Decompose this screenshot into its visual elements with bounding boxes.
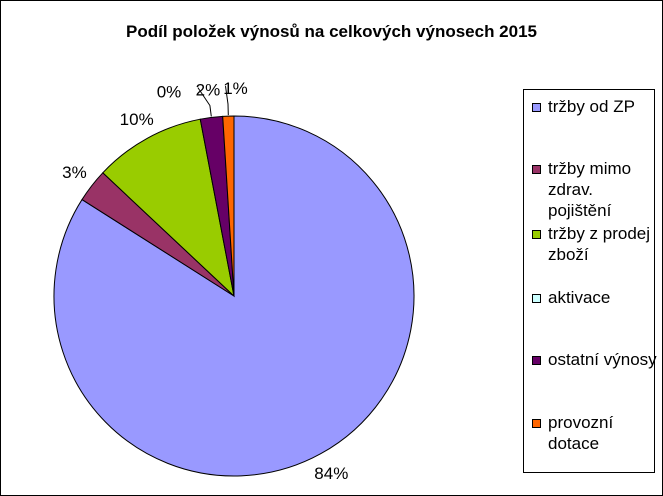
slice-label-trzby-mimo-zdrav-pojisteni: 3% [62,163,87,182]
slice-label-aktivace: 0% [157,83,182,102]
legend-label-ostatni-vynosy: ostatní výnosy [548,350,657,369]
legend-label-trzby-od-zp: tržby od ZP [548,97,635,116]
legend-label-trzby-z-prodej: tržby z prodej zboží [548,224,651,264]
leader-lines [197,86,229,117]
leader-line-ostatni-vynosy [197,87,212,117]
legend-swatch-ostatni-vynosy [532,356,541,365]
pie-slices [53,115,415,477]
legend-label-provozni-dotace: provozní dotace [548,413,614,453]
legend-swatch-trzby-mimo-zdrav [532,165,541,174]
pie-slice-provozni-dotace [222,115,235,297]
legend-swatch-provozni-dotace [532,419,541,428]
legend: tržby od ZP tržby mimo zdrav. pojištění … [523,89,657,473]
legend-label-trzby-mimo-zdrav: tržby mimo zdrav. pojištění [548,159,632,220]
slice-label-provozni-dotace: 1% [223,79,248,98]
slice-label-trzby-od-zp: 84% [314,464,348,483]
slice-label-ostatni-vynosy: 2% [196,81,221,100]
pie-slice-trzby-z-prodej-zbozi [102,118,235,298]
leader-line-provozni-dotace [225,86,229,116]
slice-label-trzby-z-prodej-zbozi: 10% [120,110,154,129]
slice-labels: 84% 3% 10%0% 2% 1% [62,79,348,483]
chart-title: Podíl položek výnosů na celkových výnose… [126,22,537,41]
pie-slice-trzby-od-zp [53,115,415,477]
legend-swatch-aktivace [532,294,541,303]
legend-label-aktivace: aktivace [548,288,611,307]
legend-swatch-trzby-z-prodej [532,230,541,239]
legend-swatch-trzby-od-zp [532,103,541,112]
